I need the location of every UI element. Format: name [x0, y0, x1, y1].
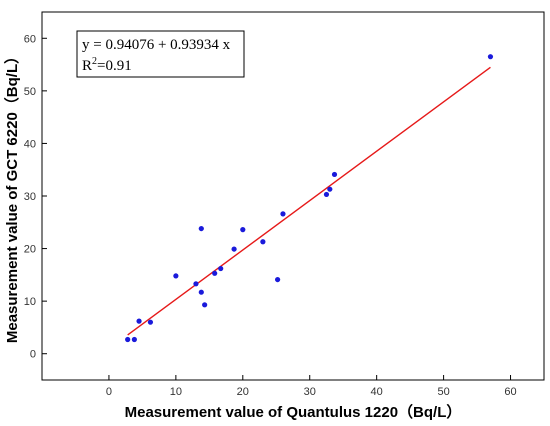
data-point-12: [240, 227, 246, 233]
y-axis-ticks: 0 10 20 30 40 50 60: [24, 33, 47, 361]
x-tick-label-5: 50: [437, 386, 449, 398]
data-point-7: [198, 225, 204, 232]
data-point-1: [131, 336, 137, 343]
data-point-9: [212, 270, 218, 276]
y-tick-label-6: 60: [24, 33, 36, 45]
r-squared-value: =0.91: [97, 58, 132, 74]
data-point-11: [231, 246, 237, 252]
r-squared-prefix: R: [82, 58, 92, 74]
x-tick-label-0: 0: [106, 386, 112, 398]
data-point-3: [147, 319, 154, 325]
equation-text: y = 0.94076 + 0.93934 x: [82, 37, 231, 53]
data-point-13: [260, 239, 266, 245]
x-axis-title: Measurement value of Quantulus 1220（Bq/L…: [125, 403, 462, 421]
y-tick-label-1: 10: [24, 296, 36, 308]
x-tick-label-1: 10: [170, 386, 182, 398]
data-point-5: [193, 281, 199, 287]
x-tick-label-4: 40: [371, 386, 383, 398]
data-point-0: [125, 336, 131, 343]
data-point-8: [202, 302, 208, 308]
equation-box-frame: [76, 30, 245, 78]
x-tick-label-2: 20: [237, 386, 249, 398]
data-point-14: [275, 276, 281, 283]
r-squared-text: R2=0.91: [82, 56, 132, 74]
equation-box: y = 0.94076 + 0.93934 x R2=0.91: [76, 30, 245, 78]
data-points: [125, 54, 494, 343]
y-tick-label-3: 30: [24, 191, 36, 203]
y-axis-title: Measurement value of GCT 6220（Bq/L）: [3, 49, 21, 343]
data-point-2: [136, 318, 142, 324]
data-point-4: [173, 273, 179, 279]
data-point-17: [327, 186, 333, 192]
data-point-6: [198, 289, 204, 295]
regression-line: [127, 66, 491, 336]
data-point-15: [280, 211, 286, 217]
data-point-10: [218, 265, 224, 272]
y-tick-label-4: 40: [24, 138, 36, 150]
data-point-16: [323, 191, 330, 198]
x-axis-ticks: 0 10 20 30 40 50 60: [106, 375, 517, 398]
y-tick-label-0: 0: [30, 349, 36, 361]
data-point-18: [331, 171, 338, 178]
y-tick-label-2: 20: [24, 244, 36, 256]
x-tick-label-3: 30: [304, 386, 316, 398]
data-point-19: [487, 54, 494, 60]
x-tick-label-6: 60: [504, 386, 516, 398]
y-tick-label-5: 50: [24, 86, 36, 98]
r-squared-superscript: 2: [92, 56, 97, 67]
